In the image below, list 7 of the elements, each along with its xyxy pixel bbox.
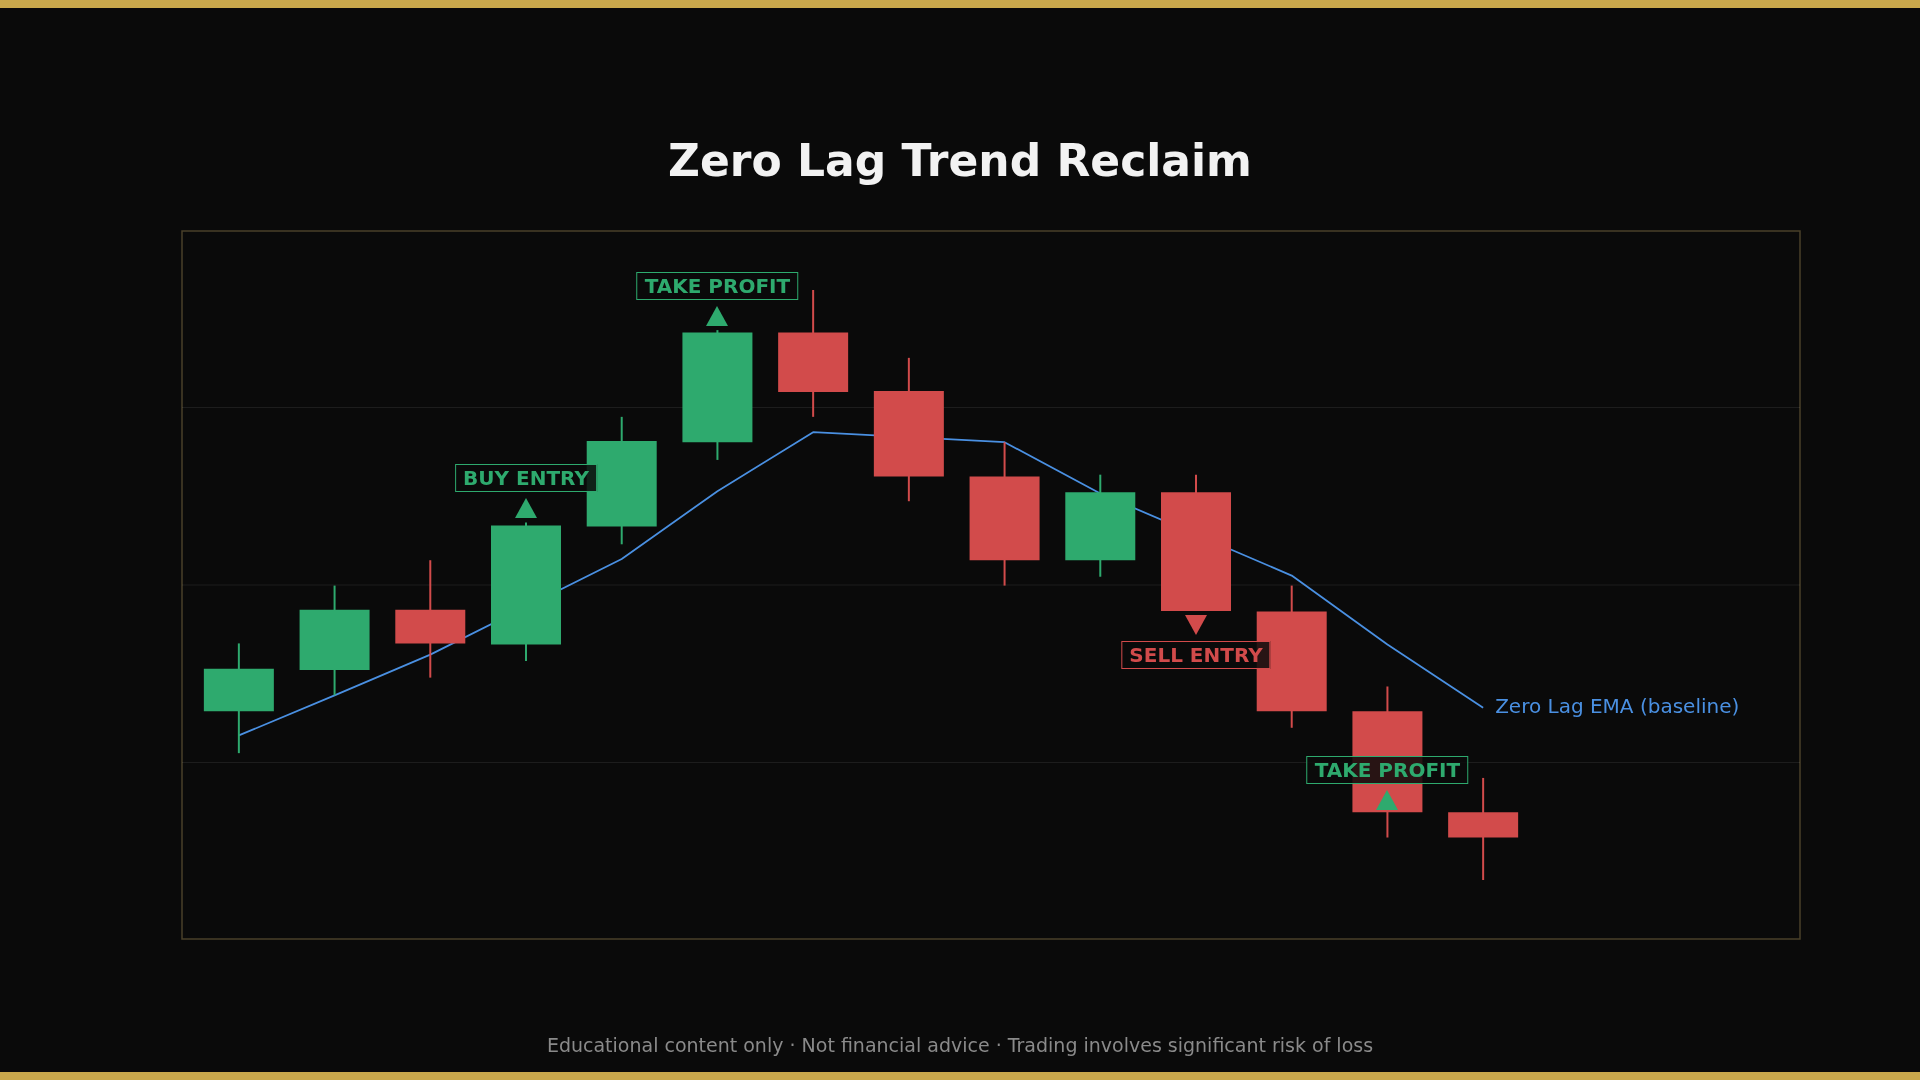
annotation: BUY ENTRY [455,464,597,493]
annotation: SELL ENTRY [1121,640,1271,669]
series-label: Zero Lag EMA (baseline) [1495,693,1740,718]
chart-title: Zero Lag Trend Reclaim [667,135,1253,186]
annotation: TAKE PROFIT [1306,756,1469,785]
annotation: TAKE PROFIT [636,272,799,301]
text: Educational content only · Not financial advice · Trading involves significant risk of loss [545,1034,1375,1056]
